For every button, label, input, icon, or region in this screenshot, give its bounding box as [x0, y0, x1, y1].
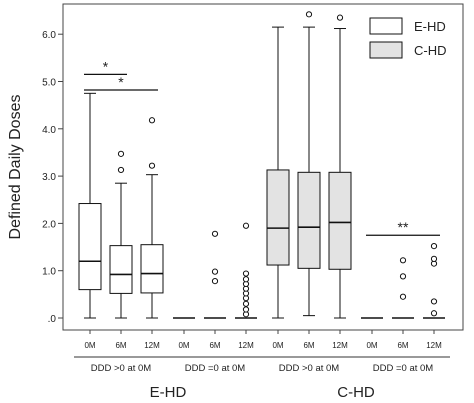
outlier-point — [242, 222, 250, 229]
outlier-point — [148, 117, 156, 124]
group-label: DDD >0 at 0M — [279, 363, 340, 374]
outlier-point — [117, 166, 125, 174]
legend-label: E-HD — [414, 19, 446, 34]
legend-label: C-HD — [414, 43, 447, 58]
box — [109, 245, 133, 294]
outlier-point — [211, 278, 219, 285]
outlier-point — [242, 300, 250, 307]
outlier-point — [305, 11, 313, 18]
group-label: DDD >0 at 0M — [91, 363, 152, 374]
box — [266, 169, 290, 266]
outlier-point — [242, 270, 250, 277]
significance-marker: * — [118, 74, 124, 90]
significance-marker: * — [103, 58, 109, 74]
x-tick-label: 6M — [397, 341, 408, 350]
y-tick-label: 4.0 — [42, 125, 56, 136]
legend-swatch — [369, 17, 403, 35]
outlier-point — [430, 255, 438, 262]
y-tick-label: 1.0 — [42, 267, 56, 278]
x-tick-label: 6M — [115, 341, 126, 350]
y-tick-label: 5.0 — [42, 78, 56, 89]
outlier-point — [399, 293, 407, 300]
group-label: DDD =0 at 0M — [373, 363, 434, 374]
y-tick-label: 6.0 — [42, 30, 56, 41]
x-tick-label: 12M — [332, 341, 348, 350]
y-tick-label: 2.0 — [42, 219, 56, 230]
outlier-point — [430, 243, 438, 250]
plot-frame — [62, 3, 464, 331]
outlier-point — [242, 306, 250, 313]
outlier-point — [211, 230, 219, 237]
series-label-ehd: E-HD — [150, 384, 187, 401]
outlier-point — [211, 268, 219, 275]
outlier-point — [430, 310, 438, 317]
x-tick-label: 6M — [209, 341, 220, 350]
outlier-point — [148, 162, 156, 169]
x-tick-label: 12M — [238, 341, 254, 350]
x-tick-label: 0M — [84, 341, 95, 350]
x-tick-label: 0M — [178, 341, 189, 350]
x-tick-label: 6M — [303, 341, 314, 350]
significance-marker: ** — [398, 219, 409, 235]
x-tick-label: 0M — [366, 341, 377, 350]
outlier-point — [399, 273, 407, 280]
box — [140, 244, 164, 294]
box — [297, 171, 321, 269]
outlier-point — [117, 150, 125, 157]
y-axis-label: Defined Daily Doses — [7, 95, 24, 240]
outlier-point — [336, 14, 344, 21]
x-tick-label: 12M — [426, 341, 442, 350]
x-tick-label: 12M — [144, 341, 160, 350]
group-label: DDD =0 at 0M — [185, 363, 246, 374]
y-tick-label: .0 — [48, 314, 57, 325]
box — [78, 203, 102, 291]
outlier-point — [430, 298, 438, 305]
y-tick-label: 3.0 — [42, 172, 56, 183]
legend-swatch — [369, 41, 403, 59]
outlier-point — [242, 276, 250, 283]
x-tick-label: 0M — [272, 341, 283, 350]
series-label-chd: C-HD — [337, 384, 375, 401]
box — [328, 171, 352, 270]
outlier-point — [399, 257, 407, 264]
